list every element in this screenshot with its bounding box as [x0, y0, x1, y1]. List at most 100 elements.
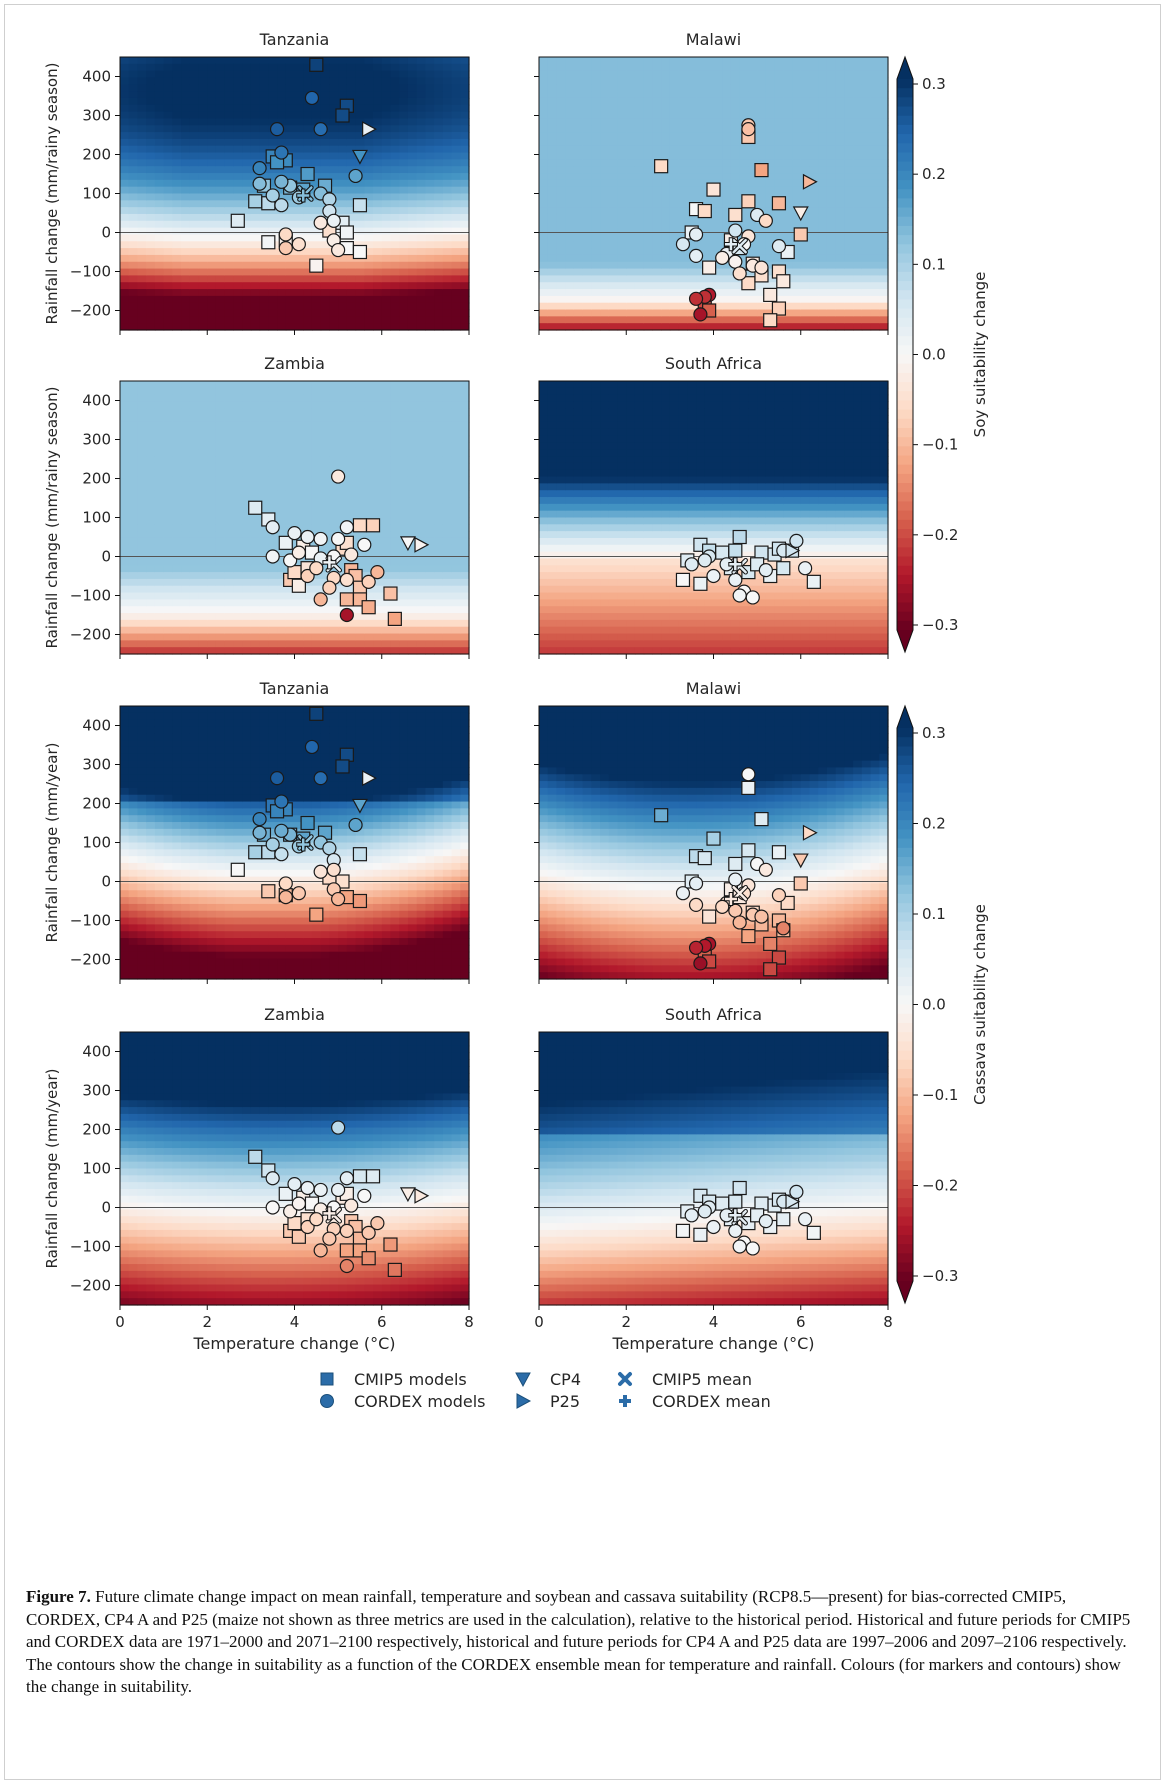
contour-cell: [154, 387, 165, 396]
contour-cell: [425, 421, 435, 430]
contour-cell: [198, 619, 208, 628]
contour-cell: [242, 537, 252, 546]
contour-cell: [861, 268, 872, 276]
contour-cell: [128, 84, 139, 92]
contour-cell: [853, 241, 863, 249]
contour-cell: [565, 159, 575, 167]
contour-cell: [250, 248, 261, 256]
contour-cell: [722, 138, 732, 147]
cmip5-marker: [654, 159, 669, 174]
contour-cell: [460, 449, 470, 457]
contour-cell: [600, 295, 610, 304]
contour-cell: [696, 193, 706, 201]
contour-cell: [346, 309, 357, 317]
contour-cell: [120, 483, 130, 491]
contour-cell: [224, 186, 235, 195]
contour-cell: [573, 227, 584, 236]
contour-cell: [181, 254, 191, 263]
contour-cell: [442, 469, 453, 478]
contour-cell: [748, 104, 758, 113]
contour-cell: [311, 302, 322, 311]
contour-cell: [573, 111, 584, 120]
contour-cell: [285, 104, 296, 113]
contour-cell: [146, 401, 156, 409]
contour-cell: [163, 145, 173, 154]
contour-cell: [154, 415, 165, 423]
contour-cell: [189, 394, 200, 403]
contour-cell: [120, 173, 130, 181]
contour-cell: [172, 537, 182, 546]
contour-cell: [416, 145, 426, 154]
contour-cell: [242, 193, 252, 201]
contour-cell: [233, 159, 243, 167]
contour-cell: [879, 323, 889, 331]
contour-cell: [381, 91, 392, 99]
contour-cell: [154, 248, 165, 256]
contour-cell: [259, 152, 269, 160]
contour-cell: [460, 387, 470, 396]
cmip5-marker: [387, 611, 402, 627]
contour-cell: [678, 261, 688, 270]
contour-cell: [390, 483, 400, 491]
contour-cell: [390, 173, 400, 181]
contour-cell: [233, 125, 243, 133]
contour-cell: [460, 302, 470, 311]
contour-cell: [329, 138, 339, 147]
contour-cell: [416, 408, 426, 416]
cmip5-marker: [230, 213, 245, 228]
contour-cell: [442, 408, 453, 416]
contour-cell: [137, 77, 147, 85]
contour-cell: [792, 173, 802, 181]
contour-cell: [853, 186, 863, 195]
contour-cell: [835, 186, 845, 195]
contour-cell: [425, 200, 435, 208]
contour-cell: [181, 462, 191, 471]
contour-cell: [146, 323, 156, 331]
contour-cell: [128, 544, 139, 553]
contour-cell: [678, 57, 688, 65]
contour-cell: [826, 295, 837, 304]
contour-cell: [207, 537, 217, 546]
contour-cell: [181, 125, 191, 133]
contour-cell: [739, 152, 749, 160]
contour-cell: [224, 585, 235, 594]
y-tick-label: 200: [82, 470, 111, 488]
contour-cell: [425, 213, 435, 222]
contour-cell: [181, 309, 191, 317]
contour-cell: [154, 537, 165, 546]
contour-cell: [792, 77, 802, 85]
contour-cell: [381, 428, 392, 437]
contour-cell: [442, 268, 453, 276]
contour-cell: [416, 456, 426, 464]
contour-cell: [800, 241, 811, 249]
contour-cell: [242, 241, 252, 249]
contour-cell: [198, 302, 208, 311]
contour-cell: [224, 193, 235, 201]
contour-cell: [451, 497, 461, 505]
contour-cell: [722, 220, 732, 229]
contour-cell: [399, 619, 409, 628]
contour-cell: [730, 111, 741, 120]
contour-cell: [146, 558, 156, 566]
contour-cell: [268, 302, 278, 311]
contour-cell: [137, 640, 147, 648]
contour-cell: [120, 449, 130, 457]
contour-cell: [364, 91, 374, 99]
contour-cell: [373, 207, 383, 215]
contour-cell: [320, 387, 330, 396]
contour-cell: [242, 469, 252, 478]
contour-cell: [730, 159, 741, 167]
contour-cell: [661, 63, 671, 72]
contour-cell: [434, 289, 444, 297]
contour-cell: [661, 254, 671, 263]
contour-cell: [154, 193, 165, 201]
contour-cell: [215, 517, 226, 525]
contour-cell: [242, 449, 252, 457]
contour-cell: [381, 640, 392, 648]
contour-cell: [355, 421, 365, 430]
contour-cell: [434, 159, 444, 167]
contour-cell: [565, 254, 575, 263]
contour-cell: [434, 524, 444, 532]
contour-cell: [120, 647, 130, 655]
contour-cell: [346, 394, 357, 403]
